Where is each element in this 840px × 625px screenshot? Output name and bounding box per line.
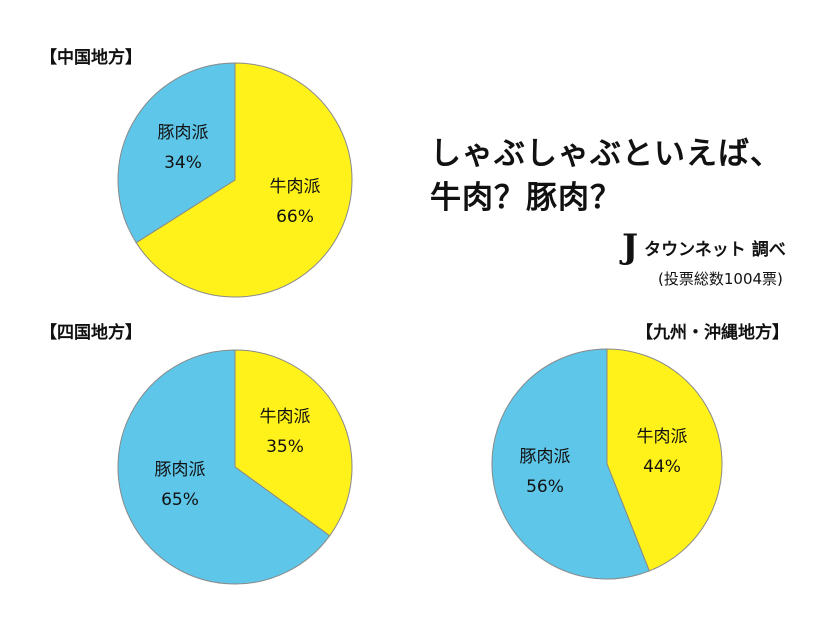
label-pork-chugoku: 豚肉派 34% [157,123,209,173]
pie-slice-beef-chugoku [135,62,353,298]
pie-slice-pork-kyushu [491,348,650,580]
main-title: しゃぶしゃぶといえば、 牛肉？豚肉？ [430,132,782,220]
source-credit: J タウンネット 調べ [622,227,786,267]
pie-slice-beef-shikoku [234,349,353,537]
label-pork-kyushu: 豚肉派 56% [519,447,571,497]
title-line-1: しゃぶしゃぶといえば、 [430,136,782,172]
label-beef-kyushu: 牛肉派 44% [636,427,688,477]
j-logo-icon: J [622,227,639,267]
pie-slice-beef-kyushu [606,348,723,572]
label-pork-shikoku: 豚肉派 65% [154,460,206,510]
chart-title-shikoku: 【四国地方】 [40,323,142,343]
label-beef-shikoku: 牛肉派 35% [259,407,311,457]
title-line-2: 牛肉？豚肉？ [430,180,622,216]
label-beef-chugoku: 牛肉派 66% [269,177,321,227]
chart-title-chugoku: 【中国地方】 [40,48,142,68]
chart-title-kyushu: 【九州・沖縄地方】 [636,323,789,343]
source-brand: タウンネット [644,239,746,260]
pie-slice-pork-chugoku [117,62,236,244]
pie-slice-pork-shikoku [117,349,331,585]
total-votes: (投票総数1004票) [658,270,783,288]
source-suffix: 調べ [751,239,786,260]
